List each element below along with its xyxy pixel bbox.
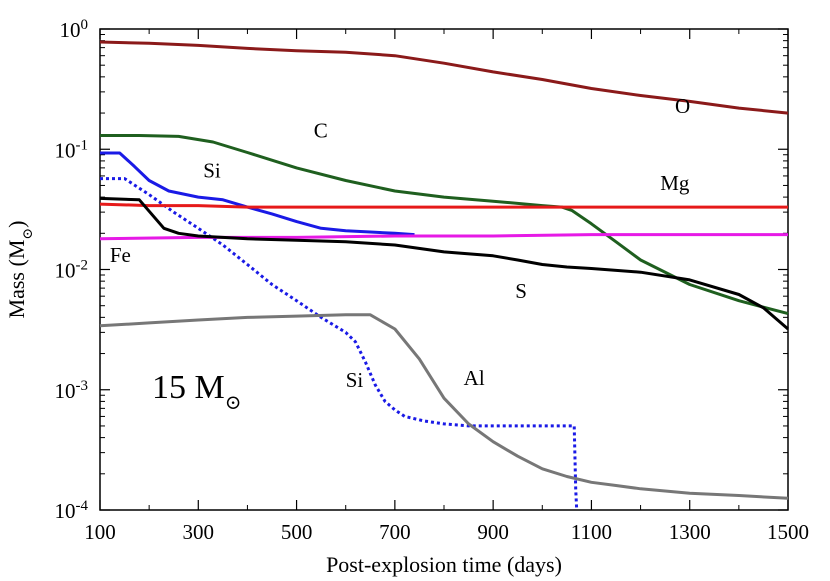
mass-annotation: 15 M⊙ — [152, 369, 242, 414]
series-line-al — [99, 313, 789, 500]
series-label: Mg — [660, 171, 690, 195]
series-line-mg — [99, 202, 788, 209]
x-tick-label: 1500 — [767, 520, 809, 544]
series-line-s — [99, 196, 789, 331]
x-tick-label: 900 — [477, 520, 509, 544]
ticks-group: 100 300 500 700 900 1100 1300 1500 10-4 10-3 10-2 1… — [55, 17, 810, 544]
series-labels-group: O C Si Si Mg Fe S Al — [110, 94, 690, 392]
series-label: C — [314, 119, 328, 143]
series-label: Si — [346, 368, 364, 392]
x-tick-label: 300 — [183, 520, 215, 544]
y-axis-title-sun: ⊙ — [21, 228, 36, 240]
y-tick-label: 10-3 — [55, 378, 89, 403]
y-axis-title-close: ) — [4, 221, 29, 228]
y-tick-label: 10-4 — [55, 498, 89, 523]
x-tick-label: 1100 — [571, 520, 612, 544]
series-line-si-dotted — [100, 177, 579, 511]
y-tick-label: 100 — [60, 17, 89, 42]
series-label: S — [515, 279, 527, 303]
y-tick-label: 10-1 — [55, 137, 89, 162]
x-tick-label: 1300 — [669, 520, 711, 544]
x-tick-label: 700 — [379, 520, 411, 544]
y-axis-title-main: Mass (M — [4, 240, 29, 319]
series-label: O — [675, 94, 690, 118]
series-line-o — [99, 40, 789, 115]
series-label: Si — [203, 159, 221, 183]
series-group — [99, 40, 789, 511]
series-label: Fe — [110, 243, 131, 267]
x-tick-label: 100 — [84, 520, 116, 544]
mass-annotation-main: 15 M — [152, 369, 225, 406]
series-line-si — [100, 151, 415, 237]
series-line-c — [100, 134, 789, 316]
mass-annotation-sun: ⊙ — [225, 392, 242, 414]
y-axis-title: Mass (M⊙) — [4, 221, 36, 319]
x-axis-title: Post-explosion time (days) — [326, 552, 562, 577]
y-tick-label: 10-2 — [55, 258, 89, 283]
series-label: Al — [464, 366, 485, 390]
x-tick-label: 500 — [281, 520, 313, 544]
